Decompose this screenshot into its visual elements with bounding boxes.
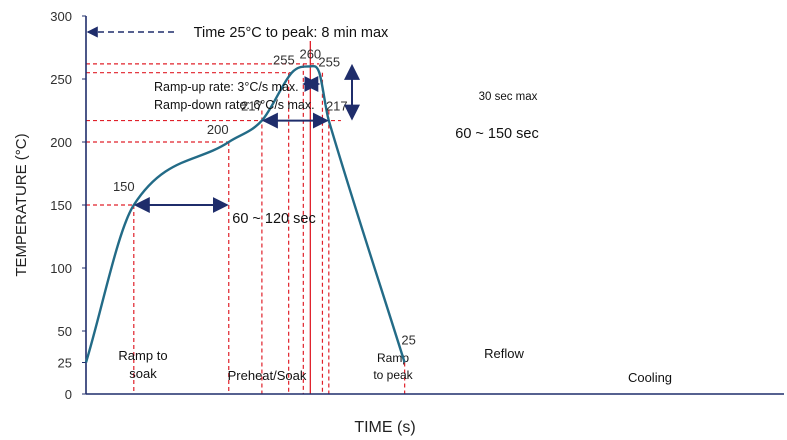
reflow-window-label: 60 ~ 150 sec bbox=[455, 126, 538, 142]
x-axis-title: TIME (s) bbox=[354, 419, 415, 436]
y-tick-label: 150 bbox=[50, 198, 72, 213]
zone-ramp-to-soak-line: soak bbox=[129, 366, 157, 381]
zone-ramp-to-peak-line: to peak bbox=[373, 368, 413, 382]
ramp-down-label: Ramp-down rate: 6°C/s max. bbox=[154, 98, 315, 112]
zone-ramp-to-soak-line: Ramp to bbox=[118, 348, 167, 363]
zone-ramp-to-peak-line: Ramp bbox=[377, 351, 409, 365]
y-tick-label: 50 bbox=[58, 324, 72, 339]
point-label-150: 150 bbox=[113, 179, 135, 194]
zone-preheat-soak: Preheat/Soak bbox=[228, 368, 307, 383]
zone-reflow-line: Reflow bbox=[484, 346, 524, 361]
y-tick-label: 100 bbox=[50, 261, 72, 276]
soak-window-label: 60 ~ 120 sec bbox=[232, 211, 315, 227]
y-tick-label: 0 bbox=[65, 387, 72, 402]
axes bbox=[82, 15, 784, 395]
annotations: Time 25°C to peak: 8 min max Ramp-up rate… bbox=[86, 21, 539, 227]
y-tick-labels: 0 25 50 100 150 200 250 300 bbox=[50, 9, 72, 402]
y-tick-label: 200 bbox=[50, 135, 72, 150]
point-label-255: 255 bbox=[318, 55, 340, 70]
peak-window-label: 30 sec max bbox=[479, 91, 538, 103]
zone-cooling-line: Cooling bbox=[628, 370, 672, 385]
zone-reflow: Reflow bbox=[484, 346, 524, 361]
time-to-peak-label-bg bbox=[178, 21, 404, 41]
point-label-217: 217 bbox=[241, 99, 263, 114]
y-tick-label: 250 bbox=[50, 72, 72, 87]
point-label-25: 25 bbox=[401, 333, 415, 348]
point-label-200: 200 bbox=[207, 122, 229, 137]
zone-ramp-to-peak: Ramp to peak bbox=[373, 351, 413, 382]
y-axis-title: TEMPERATURE (°C) bbox=[13, 133, 30, 276]
point-label-260: 260 bbox=[299, 46, 321, 61]
y-tick-label: 300 bbox=[50, 9, 72, 24]
zone-cooling: Cooling bbox=[628, 370, 672, 385]
y-tick-label: 25 bbox=[58, 356, 72, 371]
zone-preheat-soak-line: Preheat/Soak bbox=[228, 368, 307, 383]
ramp-up-label: Ramp-up rate: 3°C/s max. bbox=[154, 80, 299, 94]
zone-labels: Ramp to soak Preheat/Soak Ramp to peak Reflow… bbox=[118, 346, 672, 385]
zone-ramp-to-soak: Ramp to soak bbox=[118, 348, 167, 381]
point-label-255: 255 bbox=[273, 53, 295, 68]
point-label-217: 217 bbox=[326, 99, 348, 114]
time-to-peak-label: Time 25°C to peak: 8 min max bbox=[194, 25, 389, 41]
